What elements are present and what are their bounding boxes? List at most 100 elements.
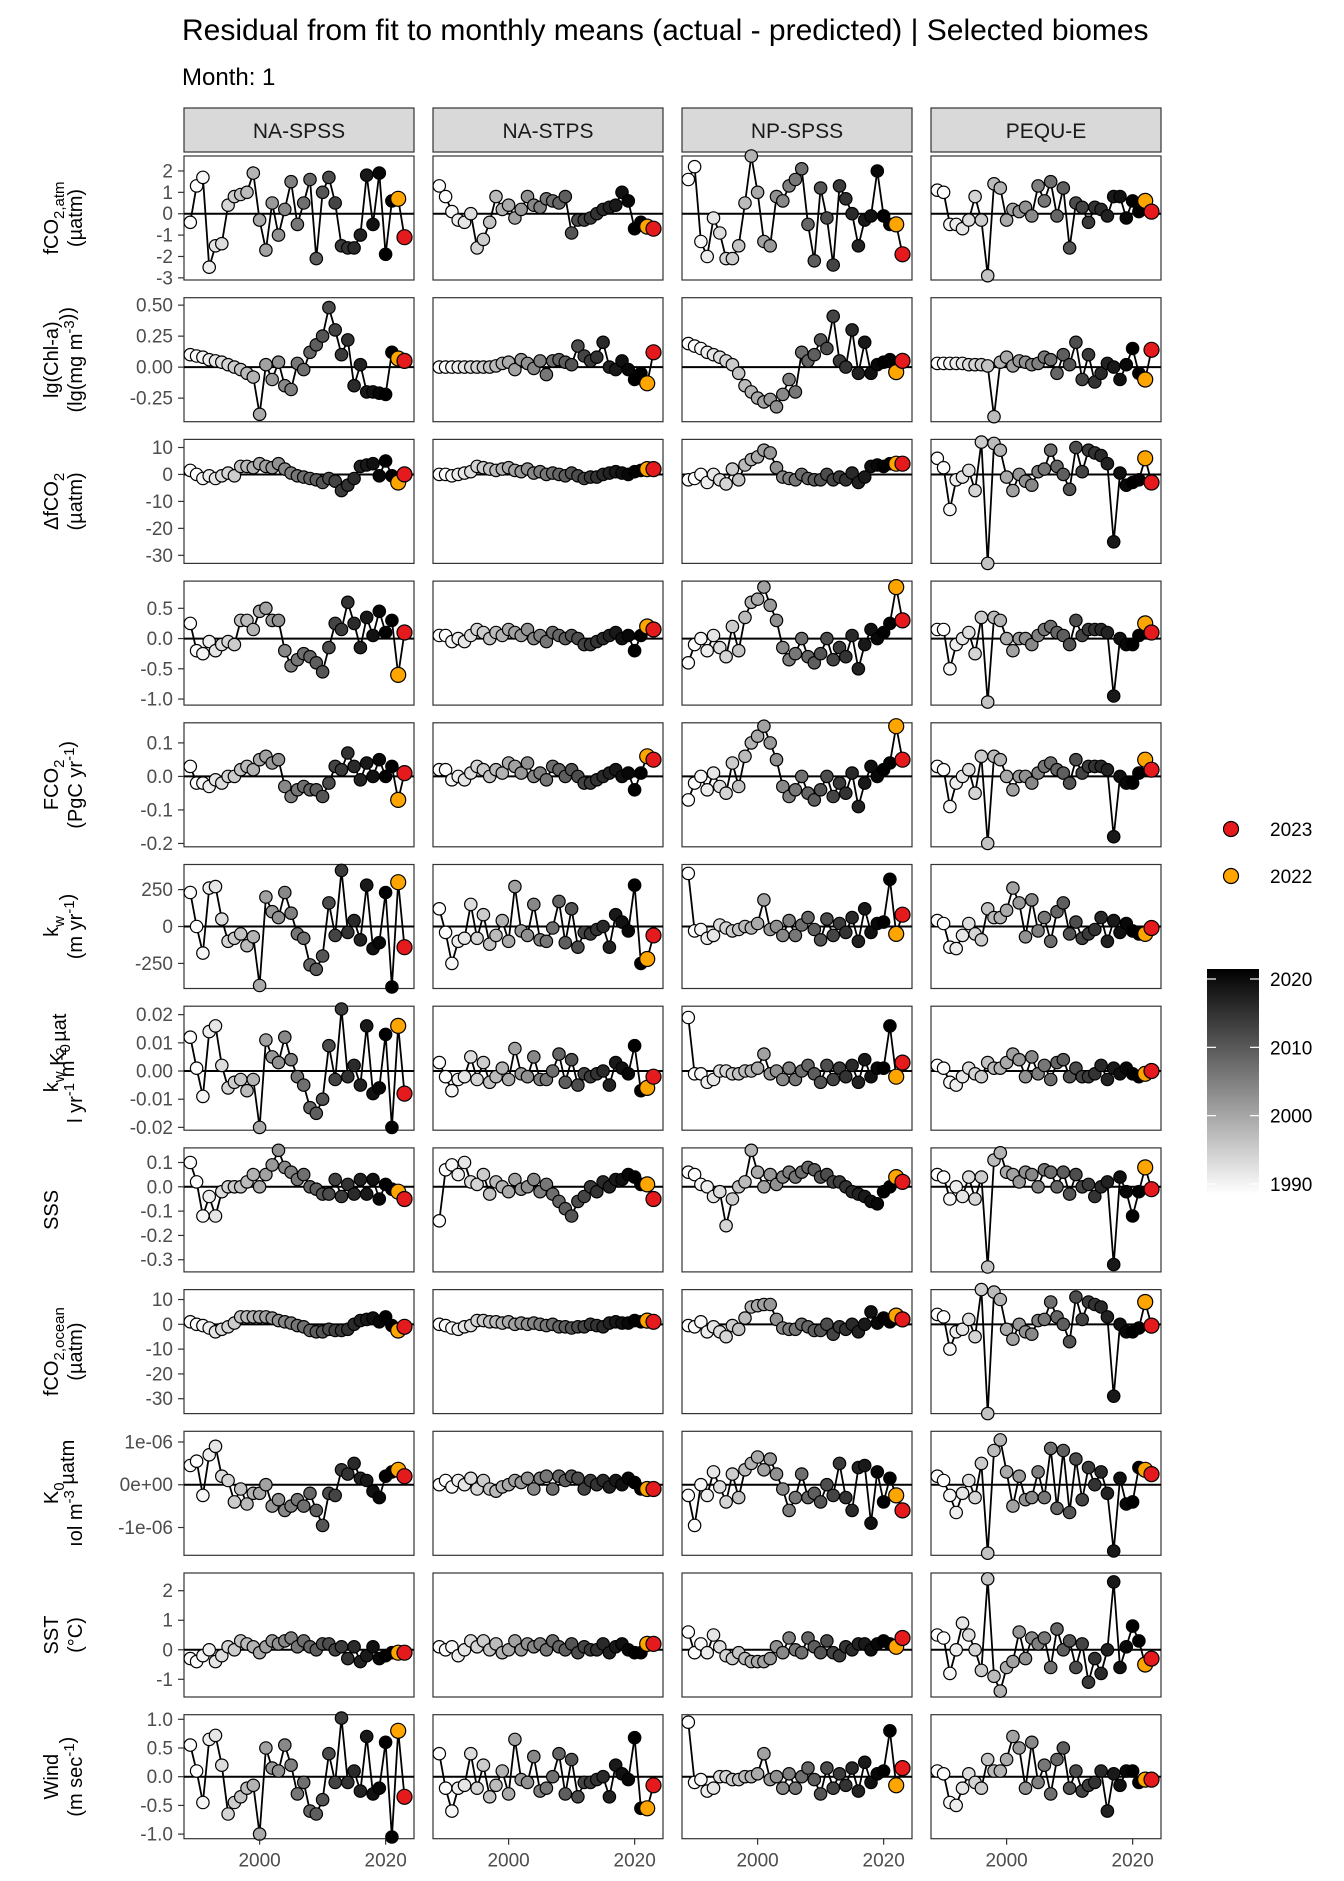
label-text: (°C) (65, 1617, 87, 1653)
data-point (183, 759, 198, 774)
data-point (894, 455, 911, 472)
data-point (183, 1030, 198, 1044)
data-point (520, 756, 535, 770)
data-point (196, 1089, 210, 1104)
data-point (645, 751, 662, 768)
data-point (552, 1746, 566, 1761)
data-point (993, 1146, 1008, 1160)
data-point (961, 762, 976, 777)
data-point (974, 749, 989, 764)
data-point (476, 232, 491, 247)
data-point (621, 1772, 636, 1787)
facet-strip-label: NA-SPSS (253, 120, 345, 143)
data-point (832, 1767, 847, 1781)
data-point (1037, 194, 1052, 208)
data-point (788, 1490, 803, 1505)
data-point (845, 1503, 859, 1518)
label-superscript: -1 (61, 1743, 78, 1756)
data-point (359, 756, 374, 770)
panel-kw-NP-SPSS (681, 863, 913, 990)
data-point (820, 1317, 834, 1332)
label-text: ΔfCO (41, 481, 63, 530)
data-point (1012, 1625, 1026, 1639)
data-point (894, 1173, 911, 1191)
chart-subtitle: Month: 1 (182, 64, 275, 91)
data-point (334, 762, 349, 777)
data-point (750, 729, 765, 743)
data-point (968, 189, 982, 204)
data-point (508, 1172, 522, 1187)
data-point (347, 241, 361, 255)
data-point (725, 619, 740, 634)
data-point (196, 170, 210, 185)
data-point (639, 1800, 656, 1817)
data-point (202, 260, 216, 274)
data-point (438, 1781, 453, 1795)
y-tick-label: 250 (141, 880, 173, 901)
facet-strip (183, 107, 415, 153)
data-point (539, 367, 554, 382)
data-point (315, 185, 330, 200)
data-point (1132, 472, 1146, 487)
data-point (396, 1190, 413, 1208)
x-tick-label: 2000 (985, 1851, 1027, 1872)
label-subscript: w (51, 916, 68, 928)
data-point (372, 604, 387, 619)
data-point (1100, 1804, 1115, 1818)
data-point (196, 1795, 210, 1810)
data-point (738, 1311, 752, 1325)
y-tick-label: -0.3 (140, 1250, 173, 1271)
data-point (1031, 1465, 1045, 1479)
data-point (1113, 1170, 1127, 1184)
data-point (645, 344, 662, 361)
data-point (495, 1061, 510, 1075)
data-point (1094, 910, 1108, 925)
data-point (645, 927, 662, 944)
y-tick-label: -1.0 (140, 1825, 173, 1846)
y-tick-label: 0.25 (136, 327, 173, 348)
data-point (390, 666, 407, 684)
data-point (1143, 341, 1160, 358)
data-point (451, 1167, 465, 1182)
data-point (353, 932, 368, 947)
y-axis-label: FCO2 (41, 760, 68, 811)
y-axis-label: (m sec-1) (57, 1737, 87, 1817)
data-point (564, 357, 579, 372)
data-point (838, 360, 853, 374)
data-point (215, 1058, 229, 1073)
data-point (949, 1505, 963, 1520)
data-point (233, 1482, 248, 1496)
data-point (1094, 1300, 1108, 1314)
data-point (545, 1769, 560, 1784)
data-point (738, 749, 752, 764)
panel-border (432, 438, 664, 564)
y-tick-label: -0.5 (140, 659, 173, 680)
data-point (645, 621, 662, 638)
data-point (949, 1180, 963, 1194)
data-point (1056, 766, 1071, 780)
data-point (999, 1465, 1014, 1479)
data-point (347, 1640, 361, 1654)
data-point (296, 1167, 311, 1182)
data-point (482, 1187, 497, 1201)
data-point (1143, 1062, 1160, 1080)
data-point (246, 762, 261, 777)
data-point (271, 613, 286, 628)
data-point (1043, 1787, 1058, 1801)
data-point (1143, 203, 1160, 220)
data-point (936, 460, 951, 475)
data-point (820, 1634, 834, 1648)
data-point (271, 355, 286, 369)
data-point (1050, 1180, 1064, 1194)
data-point (820, 341, 834, 356)
data-point (1043, 352, 1058, 367)
data-point (813, 782, 828, 797)
data-point (463, 1050, 478, 1064)
colorbar-label: 2000 (1270, 1107, 1312, 1128)
data-point (1100, 625, 1115, 640)
data-point (558, 1787, 573, 1801)
data-point (1062, 776, 1077, 790)
x-tick-label: 2000 (736, 1851, 778, 1872)
data-point (221, 1473, 235, 1488)
data-point (372, 1781, 387, 1795)
